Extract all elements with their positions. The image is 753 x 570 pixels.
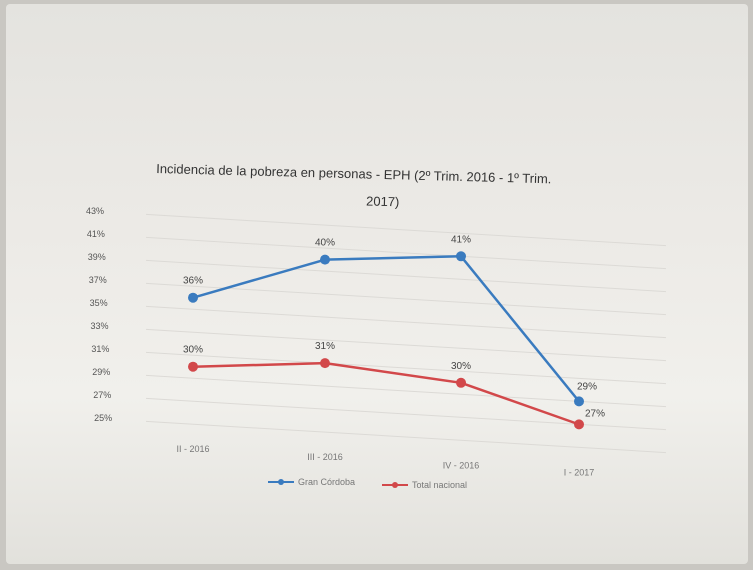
y-tick-label: 27% xyxy=(93,390,111,400)
data-label: 30% xyxy=(183,345,203,356)
legend-label: Gran Córdoba xyxy=(298,477,355,487)
legend-marker xyxy=(278,479,284,485)
gridlines xyxy=(145,213,667,454)
data-point xyxy=(188,361,198,372)
legend-item: Gran Córdoba xyxy=(268,477,355,487)
data-point xyxy=(456,251,466,262)
data-label: 31% xyxy=(315,341,335,352)
x-axis: II - 2016 III - 2016 IV - 2016 I - 2017 xyxy=(176,444,594,477)
y-tick-label: 39% xyxy=(88,252,106,262)
y-axis: 43% 41% 39% 37% 35% 33% 31% 29% 27% 25% xyxy=(86,206,112,423)
y-tick-label: 35% xyxy=(90,298,108,308)
x-tick-label: I - 2017 xyxy=(564,467,595,477)
series-line xyxy=(192,255,580,403)
y-tick-label: 25% xyxy=(94,413,112,423)
y-tick-label: 43% xyxy=(86,206,104,216)
legend-item: Total nacional xyxy=(382,480,467,490)
legend-label: Total nacional xyxy=(412,480,467,490)
gridline xyxy=(145,213,667,247)
chart-title: Incidencia de la pobreza en personas - E… xyxy=(156,161,552,209)
gridline xyxy=(145,328,667,362)
data-point xyxy=(320,254,330,265)
x-tick-label: II - 2016 xyxy=(176,444,209,454)
y-tick-label: 33% xyxy=(91,321,109,331)
data-point xyxy=(320,358,330,369)
line-chart: Incidencia de la pobreza en personas - E… xyxy=(86,161,667,490)
y-tick-label: 37% xyxy=(89,275,107,285)
data-label: 29% xyxy=(577,381,597,392)
data-point xyxy=(456,377,466,388)
series-group xyxy=(188,251,584,430)
chart-title-line-1: Incidencia de la pobreza en personas - E… xyxy=(156,161,552,186)
gridline xyxy=(145,351,667,385)
data-point xyxy=(574,396,584,407)
chart-title-line-2: 2017) xyxy=(366,193,400,209)
data-label: 41% xyxy=(451,234,471,245)
x-tick-label: III - 2016 xyxy=(307,452,343,462)
y-tick-label: 31% xyxy=(91,344,109,354)
gridline xyxy=(145,420,667,454)
data-point xyxy=(574,419,584,430)
legend-marker xyxy=(392,482,398,488)
data-labels: 36% 40% 41% 29% 30% 31% 30% 27% xyxy=(183,234,605,419)
data-label: 36% xyxy=(183,276,203,287)
data-label: 40% xyxy=(315,238,335,249)
y-tick-label: 41% xyxy=(87,229,105,239)
gridline xyxy=(145,236,667,270)
x-tick-label: IV - 2016 xyxy=(443,460,480,470)
monitor-screen: Incidencia de la pobreza en personas - E… xyxy=(6,4,748,564)
series-line xyxy=(192,361,580,426)
gridline xyxy=(145,259,667,293)
gridline xyxy=(145,282,667,316)
legend: Gran Córdoba Total nacional xyxy=(268,477,467,490)
data-point xyxy=(188,292,198,303)
data-label: 27% xyxy=(585,408,605,419)
gridline xyxy=(145,305,667,339)
y-tick-label: 29% xyxy=(92,367,110,377)
data-label: 30% xyxy=(451,361,471,372)
